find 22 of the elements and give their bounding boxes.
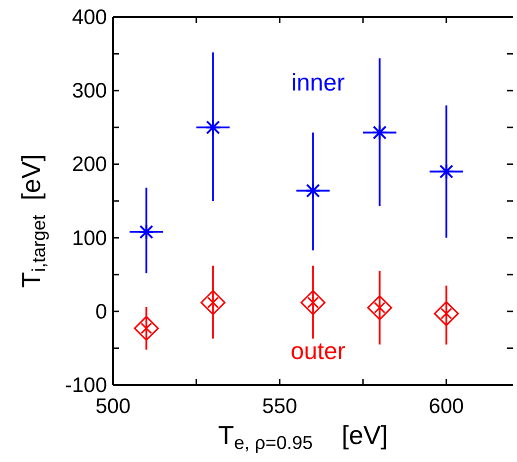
series-label: outer [290, 338, 346, 366]
point [434, 301, 459, 326]
x-tick-label: 600 [428, 395, 464, 418]
point [134, 316, 159, 341]
x-tick-label: 550 [262, 395, 298, 418]
y-tick-label: -100 [64, 374, 107, 397]
point [367, 295, 392, 320]
y-tick-label: 200 [72, 153, 107, 176]
y-tick-label: 300 [72, 80, 107, 103]
y-tick-label: 400 [72, 6, 107, 29]
x-tick-label: 500 [95, 395, 131, 418]
point [372, 124, 388, 141]
point [438, 164, 454, 180]
point [205, 119, 221, 136]
text: T$_{e, ρ=0.95}$ [eV] [218, 420, 388, 453]
y-tick-label: 0 [95, 300, 107, 324]
point [300, 290, 326, 316]
point [138, 224, 154, 240]
point [200, 290, 226, 316]
point [305, 182, 321, 199]
y-tick-label: 100 [72, 226, 107, 250]
series-label: inner [291, 70, 345, 97]
